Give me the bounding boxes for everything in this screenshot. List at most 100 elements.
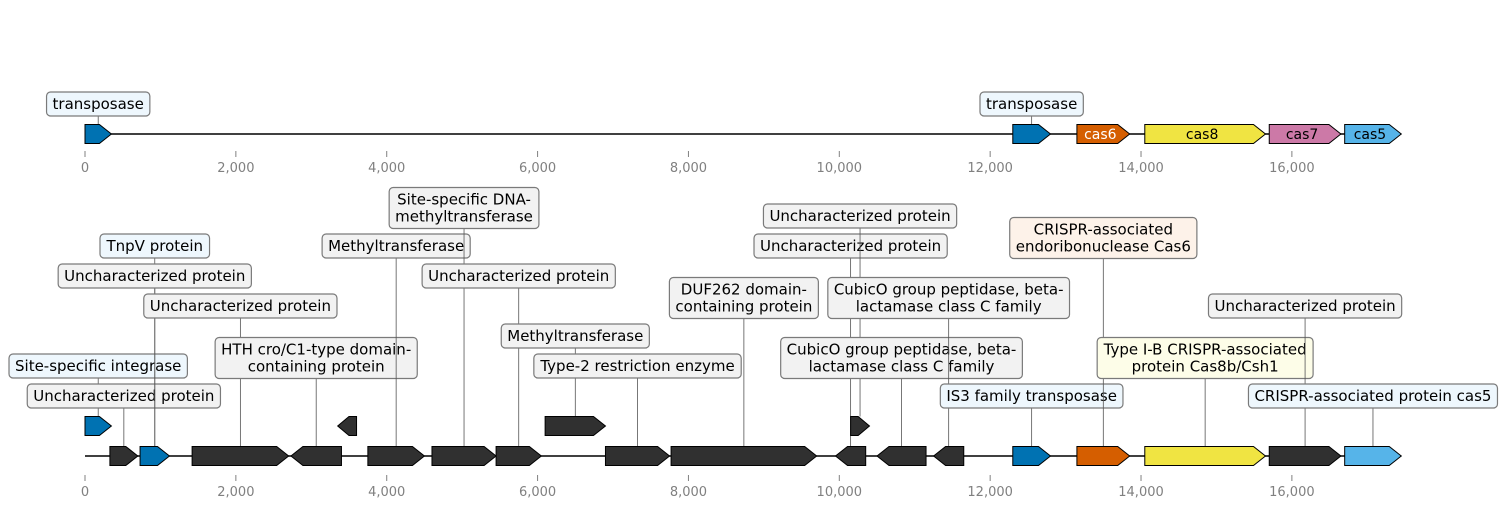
label-box	[143, 293, 338, 319]
gene-arrow	[1268, 124, 1342, 144]
gene-annotation-label: transposase	[979, 91, 1084, 117]
gene-annotation-label: CubicO group peptidase, beta-lactamase c…	[780, 336, 1023, 380]
gene-annotation-label: Site-specific DNA-methyltransferase	[388, 186, 540, 230]
gene-annotation-label: CRISPR-associated endoribonuclease Cas6	[1009, 216, 1198, 260]
gene-annotation-text: CRISPR-associated endoribonuclease Cas6	[1016, 221, 1191, 256]
gene-labels: transposase transposase	[45, 91, 1084, 125]
gene-arrow	[1344, 124, 1403, 144]
axis-tick-label: 16,000	[1269, 161, 1315, 176]
gene-arrow	[191, 446, 290, 466]
axis-tick-label: 14,000	[1118, 161, 1164, 176]
gene-annotation-label: Uncharacterized protein	[26, 383, 222, 409]
label-box	[979, 91, 1084, 117]
gene-annotation-text: Type I-B CRISPR-associated protein Cas8b/…	[1103, 341, 1307, 376]
gene-annotation-label: Uncharacterized protein	[762, 203, 958, 229]
axis-tick-label: 16,000	[1269, 485, 1315, 500]
gene-arrow	[1012, 446, 1052, 466]
label-box	[421, 263, 616, 289]
axis-tick-label: 4,000	[368, 161, 405, 176]
gene-arrows: cas6 cas8 cas7 cas5	[84, 124, 1403, 144]
gene-annotation-text: Uncharacterized protein	[150, 297, 331, 315]
gene-annotation-label: HTH cro/C1-type domain-containing protei…	[214, 336, 418, 380]
gene-annotation-text: transposase	[53, 95, 144, 113]
label-box	[57, 263, 252, 289]
label-box	[388, 186, 540, 230]
gene-arrow	[1012, 124, 1052, 144]
label-box	[99, 233, 211, 259]
gene-arrows	[84, 416, 1403, 466]
label-box	[321, 233, 471, 259]
gene-arrow	[84, 416, 113, 436]
top-gene-track: transposase transposase cas6 cas8 cas7 cas5 0 2…	[45, 91, 1403, 176]
axis-tick-label: 10,000	[817, 161, 863, 176]
gene-annotation-label: Uncharacterized protein	[57, 263, 252, 289]
gene-arrow	[1144, 124, 1267, 144]
gene-name-label: cas7	[1286, 127, 1318, 143]
gene-annotation-text: CRISPR-associated protein cas5	[1254, 387, 1491, 405]
axis-tick-label: 0	[81, 485, 89, 500]
gene-annotation-text: Uncharacterized protein	[33, 387, 214, 405]
gene-arrow	[932, 446, 965, 466]
gene-arrow	[336, 416, 358, 436]
label-box	[939, 383, 1124, 409]
gene-annotation-text: Uncharacterized protein	[1214, 297, 1395, 315]
label-box	[827, 276, 1071, 320]
gene-annotation-text: Methyltransferase	[507, 327, 643, 345]
gene-name-label: cas6	[1084, 127, 1117, 143]
gene-annotation-text: Uncharacterized protein	[428, 267, 609, 285]
gene-arrow	[109, 446, 139, 466]
axis-tick-label: 12,000	[967, 161, 1013, 176]
label-box	[214, 336, 418, 380]
gene-arrow	[431, 446, 497, 466]
gene-arrow	[544, 416, 607, 436]
label-box	[1096, 336, 1314, 380]
gene-annotation-label: transposase	[45, 91, 151, 117]
gene-annotation-label: Type I-B CRISPR-associated protein Cas8b/…	[1096, 336, 1314, 380]
label-box	[1009, 216, 1198, 260]
axis-tick-label: 4,000	[368, 485, 405, 500]
bottom-gene-track: Site-specific integrase Uncharacterized p…	[8, 186, 1499, 500]
gene-annotation-label: Uncharacterized protein	[421, 263, 616, 289]
label-box	[762, 203, 958, 229]
gene-annotation-text: Uncharacterized protein	[64, 267, 245, 285]
label-box	[753, 233, 948, 259]
label-box	[668, 276, 819, 320]
gene-annotation-label: Methyltransferase	[321, 233, 471, 259]
gene-annotation-label: Type-2 restriction enzyme	[533, 353, 742, 379]
axis-tick-label: 6,000	[519, 161, 556, 176]
gene-name-label: cas5	[1354, 127, 1386, 143]
gene-arrow	[367, 446, 426, 466]
gene-arrow	[834, 446, 867, 466]
gene-arrow	[495, 446, 543, 466]
gene-annotation-text: Type-2 restriction enzyme	[539, 357, 734, 375]
axis-tick-label: 8,000	[670, 161, 707, 176]
gene-annotation-label: Uncharacterized protein	[1207, 293, 1403, 319]
axis-tick-label: 10,000	[817, 485, 863, 500]
gene-annotation-label: Uncharacterized protein	[143, 293, 338, 319]
gene-arrow	[1076, 446, 1131, 466]
gene-annotation-label: DUF262 domain-containing protein	[668, 276, 819, 320]
label-box	[1207, 293, 1403, 319]
gene-annotation-text: Uncharacterized protein	[769, 207, 950, 225]
gene-annotation-label: Methyltransferase	[500, 323, 650, 349]
gene-annotation-text: CubicO group peptidase, beta-lactamase c…	[834, 281, 1064, 316]
axis: 0 2,000 4,000 6,000 8,000 10,000 12,000 14,000 1…	[81, 151, 1315, 176]
gene-annotation-text: CubicO group peptidase, beta-lactamase c…	[787, 341, 1017, 376]
axis-tick-label: 8,000	[670, 485, 707, 500]
axis-tick-label: 2,000	[217, 161, 254, 176]
gene-annotation-label: Site-specific integrase	[8, 353, 188, 379]
gene-annotation-text: transposase	[986, 95, 1077, 113]
gene-arrow	[139, 446, 171, 466]
gene-annotation-text: HTH cro/C1-type domain-containing protei…	[221, 341, 411, 376]
axis-tick-label: 12,000	[967, 485, 1013, 500]
gene-arrow	[290, 446, 342, 466]
gene-annotation-text: Site-specific integrase	[15, 357, 181, 375]
label-box	[26, 383, 222, 409]
gene-arrow	[1144, 446, 1267, 466]
gene-annotation-text: Site-specific DNA-methyltransferase	[395, 191, 533, 226]
gene-annotation-text: IS3 family transposase	[946, 387, 1117, 405]
gene-labels: Site-specific integrase Uncharacterized p…	[8, 186, 1499, 447]
axis-tick-label: 14,000	[1118, 485, 1164, 500]
axis-tick-label: 0	[81, 161, 89, 176]
